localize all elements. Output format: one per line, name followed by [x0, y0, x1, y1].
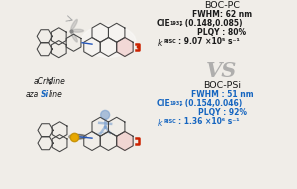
Text: aza: aza	[26, 90, 39, 99]
Text: PLQY : 80%: PLQY : 80%	[198, 28, 247, 37]
Ellipse shape	[71, 19, 77, 30]
Polygon shape	[117, 37, 133, 57]
Text: PLQY : 92%: PLQY : 92%	[198, 108, 247, 117]
Polygon shape	[117, 132, 133, 150]
Ellipse shape	[72, 29, 83, 32]
Ellipse shape	[81, 25, 136, 57]
Text: 1931: 1931	[169, 21, 183, 26]
Text: RISC: RISC	[164, 39, 176, 44]
Ellipse shape	[69, 134, 86, 139]
Text: RISC: RISC	[164, 119, 176, 124]
Text: FWHM: 62 nm: FWHM: 62 nm	[192, 10, 252, 19]
Ellipse shape	[71, 135, 84, 139]
Text: BOC-PC: BOC-PC	[204, 1, 240, 10]
Circle shape	[101, 110, 110, 119]
Text: $k$: $k$	[157, 37, 164, 48]
Text: CIE: CIE	[157, 19, 171, 28]
Text: : 9.07 ×10⁵ s⁻¹: : 9.07 ×10⁵ s⁻¹	[178, 37, 240, 46]
Text: line: line	[49, 90, 63, 99]
Text: Si: Si	[41, 90, 49, 99]
Text: : (0.154,0.046): : (0.154,0.046)	[179, 99, 242, 108]
Text: BOC-PSi: BOC-PSi	[203, 81, 241, 90]
Ellipse shape	[71, 32, 77, 42]
Text: : 1.36 ×10⁶ s⁻¹: : 1.36 ×10⁶ s⁻¹	[178, 117, 240, 126]
Text: CIE: CIE	[157, 99, 171, 108]
Text: aCridine: aCridine	[34, 77, 66, 86]
Text: VS: VS	[206, 61, 238, 81]
Text: $k$: $k$	[157, 117, 164, 128]
Ellipse shape	[70, 135, 85, 139]
Text: FWHM : 51 nm: FWHM : 51 nm	[191, 90, 253, 99]
Text: : (0.148,0.085): : (0.148,0.085)	[179, 19, 242, 28]
Text: 1931: 1931	[169, 101, 183, 106]
